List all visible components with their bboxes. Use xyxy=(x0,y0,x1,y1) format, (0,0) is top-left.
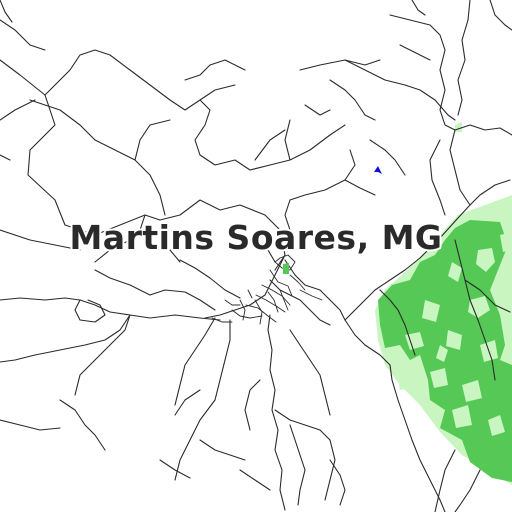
place-name-label: Martins Soares, MG xyxy=(69,218,443,257)
town-green-patch xyxy=(283,263,289,274)
vegetation-area xyxy=(375,122,512,485)
water-body xyxy=(374,166,382,174)
town-streets xyxy=(211,254,323,325)
